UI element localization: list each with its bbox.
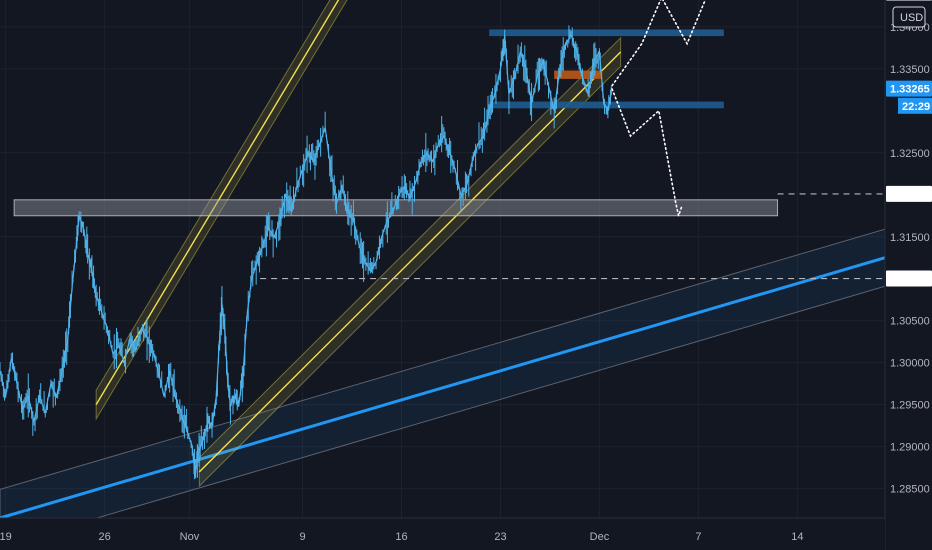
grid-lines (0, 0, 885, 518)
y-tick-label: 1.29000 (890, 442, 930, 454)
y-tick-label: 1.29500 (890, 400, 930, 412)
time-axis-bg (0, 518, 885, 550)
x-tick-label: 14 (791, 531, 803, 543)
y-tick-label: 1.31500 (890, 232, 930, 244)
y-tick-label: 1.32500 (890, 148, 930, 160)
level-31002-tag-bg (886, 270, 932, 287)
currency-label: USD (900, 12, 923, 24)
x-tick-label: 26 (98, 531, 110, 543)
channel-upper-line (95, 0, 340, 406)
x-tick-label: 7 (695, 531, 701, 543)
countdown-tag: 22:29 (902, 101, 930, 113)
last-price-tag: 1.33265 (890, 84, 930, 96)
level-32010-tag: 1.32010 (890, 189, 930, 201)
horizontal-levels (260, 193, 885, 280)
currency-badge (892, 6, 926, 28)
level-31002-tag: 1.31002 (890, 274, 930, 286)
mid-zone (554, 70, 603, 79)
forecast-projection (611, 0, 707, 219)
y-tick-label: 1.33500 (890, 64, 930, 76)
support-zone (13, 199, 779, 217)
resistance-zone-low (489, 101, 724, 109)
time-axis[interactable]: 19 26 Nov 9 16 23 Dec 7 14 (0, 517, 885, 550)
x-tick-label: Nov (180, 531, 200, 543)
x-tick-label: Dec (590, 531, 610, 543)
x-tick-label: 19 (0, 531, 12, 543)
zones (13, 29, 779, 217)
x-tick-label: 16 (395, 531, 407, 543)
x-tick-label: 23 (494, 531, 506, 543)
forecast-down-path (611, 88, 683, 219)
y-tick-label: 1.30000 (890, 358, 930, 370)
price-series (0, 25, 613, 480)
x-tick-label: 9 (299, 531, 305, 543)
ascending-channel (95, 0, 622, 488)
trend-line (0, 256, 886, 520)
last-price-tag-bg (886, 80, 932, 97)
level-32010-tag-bg (886, 185, 932, 202)
y-tick-label: 1.28500 (890, 484, 930, 496)
channel-lower-line (198, 51, 622, 473)
y-tick-label: 1.30500 (890, 316, 930, 328)
resistance-zone-top (489, 29, 724, 37)
channel-upper-line-band (95, 0, 348, 421)
countdown-tag-bg (898, 97, 932, 114)
